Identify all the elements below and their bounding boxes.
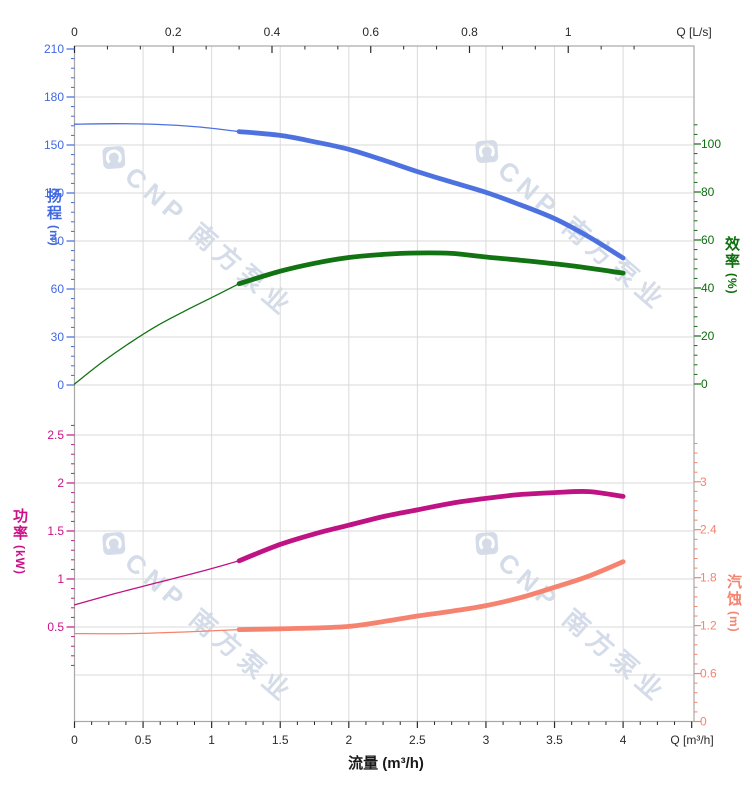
- curve-npsh-curve-thin: [73, 628, 240, 635]
- tick-label-head: 210: [44, 42, 64, 56]
- tick-label-x-top: 0: [71, 25, 78, 39]
- tick-label-x-bottom: 3: [483, 733, 490, 747]
- curve-npsh-curve: [236, 559, 626, 632]
- tick-label-x-bottom: 3.5: [546, 733, 563, 747]
- tick-label-x-bottom: 0.5: [135, 733, 152, 747]
- tick-label-power: 1: [57, 572, 64, 586]
- power-axis-title: 功率 (kW): [11, 508, 28, 575]
- curve-head-curve-thin: [73, 123, 240, 133]
- tick-label-x-top: 0.4: [264, 25, 281, 39]
- tick-label-x-bottom: 2.5: [409, 733, 426, 747]
- tick-label-npsh: 2.4: [700, 523, 717, 537]
- npsh-axis-title: 汽蚀 (m): [725, 574, 742, 633]
- tick-label-head: 90: [51, 234, 65, 248]
- efficiency-axis-unit: (%): [725, 273, 739, 295]
- tick-label-eff: 60: [701, 233, 715, 247]
- tick-label-x-top: 0.2: [165, 25, 182, 39]
- tick-label-head: 180: [44, 90, 64, 104]
- tick-label-power: 2: [57, 476, 64, 490]
- tick-label-head: 30: [51, 330, 65, 344]
- tick-label-eff: 100: [701, 137, 721, 151]
- tick-label-npsh: 1.8: [700, 571, 717, 585]
- head-axis-unit: (m): [47, 225, 61, 247]
- tick-label-eff: 20: [701, 329, 715, 343]
- tick-label-eff: 0: [701, 377, 708, 391]
- tick-label-npsh: 1.2: [700, 619, 717, 633]
- tick-label-power: 0.5: [47, 620, 64, 634]
- tick-label-npsh: 0: [700, 715, 707, 729]
- tick-label-head: 60: [51, 282, 65, 296]
- head-axis-title: 扬程 (m): [45, 188, 62, 247]
- power-axis-unit: (kW): [13, 545, 27, 575]
- tick-label-head: 120: [44, 186, 64, 200]
- tick-label-x-bottom: 2: [345, 733, 352, 747]
- tick-label-eff: 40: [701, 281, 715, 295]
- flow-axis-label: 流量 (m³/h): [348, 754, 424, 772]
- curve-power-curve: [236, 489, 626, 564]
- tick-label-power: 1.5: [47, 524, 64, 538]
- tick-label-head: 150: [44, 138, 64, 152]
- tick-label-x-bottom: 1.5: [272, 733, 289, 747]
- efficiency-axis-title-text: 效率: [723, 236, 740, 270]
- tick-label-npsh: 0.6: [700, 667, 717, 681]
- curve-power-curve-thin: [73, 560, 240, 606]
- head-axis-title-text: 扬程: [45, 188, 62, 222]
- tick-label-npsh: 3: [700, 475, 707, 489]
- efficiency-axis-title: 效率 (%): [723, 236, 740, 295]
- tick-label-x-top: 0.8: [461, 25, 478, 39]
- tick-label-power: 2.5: [47, 428, 64, 442]
- tick-label-x-bottom: 0: [71, 733, 78, 747]
- tick-label-x-top: 1: [565, 25, 572, 39]
- npsh-axis-title-text: 汽蚀: [725, 574, 742, 608]
- curve-efficiency-curve-thin: [73, 283, 240, 385]
- x-bottom-axis-title: Q [m³/h]: [670, 733, 713, 747]
- power-axis-title-text: 功率: [11, 508, 28, 542]
- npsh-axis-unit: (m): [727, 611, 741, 633]
- curve-head-curve: [236, 129, 626, 261]
- tick-label-eff: 80: [701, 185, 715, 199]
- x-top-axis-title: Q [L/s]: [676, 25, 711, 39]
- tick-label-x-bottom: 1: [208, 733, 215, 747]
- tick-label-x-bottom: 4: [620, 733, 627, 747]
- curve-efficiency-curve: [236, 250, 626, 287]
- tick-label-x-top: 0.6: [362, 25, 379, 39]
- tick-label-head: 0: [57, 378, 64, 392]
